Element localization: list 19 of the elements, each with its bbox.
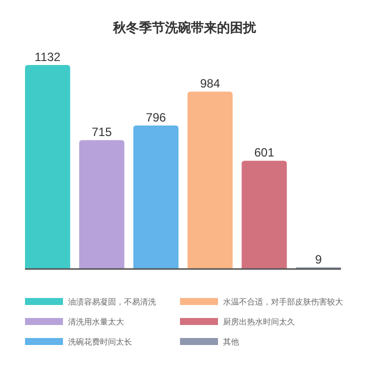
data-label: 601 [254,146,275,160]
清洗用水量太大: 715 [79,125,124,269]
legend-label: 水温不合适，对手部皮肤伤害较大 [223,298,343,306]
洗碗花费时间太长: 796 [133,110,178,269]
legend-label: 油渍容易凝固，不易清洗 [68,298,156,306]
legend-label: 其他 [223,338,239,346]
厨房出热水时间太久: 601 [242,146,287,269]
data-label: 984 [200,76,220,91]
水温不合适，对手部皮肤伤害较大: 984 [188,76,233,269]
其他: 9 [296,252,341,269]
data-label: 715 [92,125,112,140]
data-label: 796 [146,110,166,125]
data-label: 1132 [34,50,61,64]
legend-label: 清洗用水量太大 [68,318,124,326]
chart-title: 秋冬季节洗碗带来的困扰 [112,20,257,35]
legend-label: 洗碗花费时间太长 [68,338,132,346]
油渍容易凝固，不易清洗: 1132 [25,50,70,269]
legend-label: 厨房出热水时间太久 [223,318,295,326]
data-label: 9 [315,252,322,266]
